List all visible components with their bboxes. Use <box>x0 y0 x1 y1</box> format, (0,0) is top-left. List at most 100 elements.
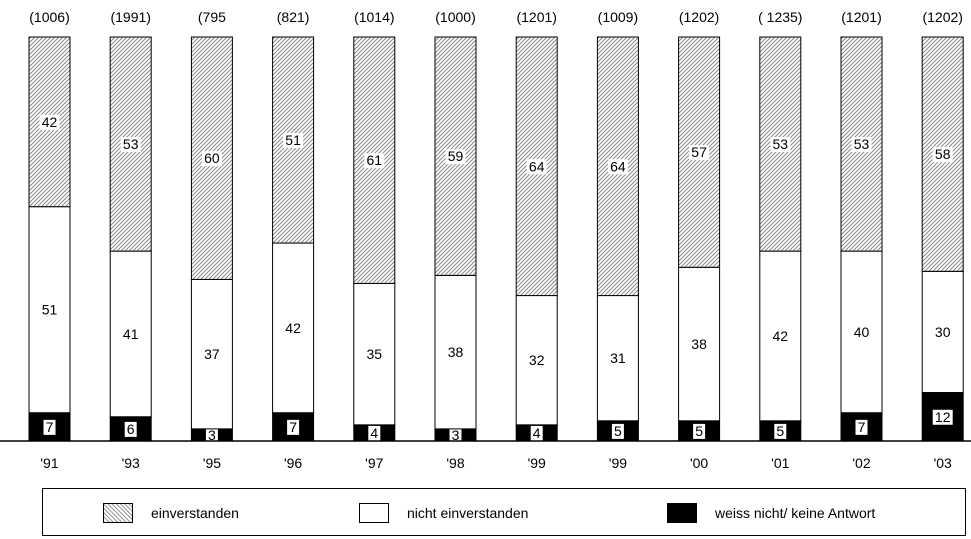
data-label: 4 <box>370 425 378 441</box>
data-label: 6 <box>127 421 135 437</box>
data-label-background <box>364 153 385 169</box>
data-label-background <box>932 409 953 425</box>
x-tick-label: '95 <box>203 455 221 471</box>
bar-segment-nicht-einverstanden <box>353 282 396 426</box>
x-tick-label: '02 <box>852 455 870 471</box>
sample-size-label: (1006) <box>29 9 69 25</box>
sample-size-label: (1202) <box>679 9 719 25</box>
legend-label: weiss nicht/ keine Antwort <box>715 505 876 521</box>
sample-size-label: (1201) <box>841 9 881 25</box>
bar-segment-einverstanden <box>678 36 721 268</box>
bar-segment-nicht-einverstanden <box>272 242 315 414</box>
data-label: 53 <box>773 136 789 152</box>
data-label: 61 <box>367 152 383 168</box>
hatched-swatch-icon <box>103 503 133 523</box>
data-label-background <box>43 419 56 435</box>
sample-size-label: ( 1235) <box>758 9 802 25</box>
bar-segment-nicht-einverstanden <box>596 295 639 422</box>
data-label: 58 <box>935 146 951 162</box>
data-label: 42 <box>285 320 301 336</box>
data-label-background <box>851 137 872 153</box>
data-label-background <box>124 421 137 437</box>
legend-label: nicht einverstanden <box>407 505 529 521</box>
x-tick-label: '01 <box>771 455 789 471</box>
x-tick-label: '99 <box>609 455 627 471</box>
data-label-background <box>449 427 462 443</box>
x-tick-label: '00 <box>690 455 708 471</box>
data-label: 64 <box>529 158 545 174</box>
bar-segment-nicht-einverstanden <box>759 250 802 422</box>
data-label: 51 <box>285 132 301 148</box>
sample-size-label: (1201) <box>516 9 556 25</box>
data-label: 3 <box>452 427 460 443</box>
data-label: 40 <box>854 324 870 340</box>
data-label-background <box>201 151 222 167</box>
data-label: 12 <box>935 409 951 425</box>
data-label-background <box>611 423 624 439</box>
legend-item-weiss-nicht: weiss nicht/ keine Antwort <box>667 503 875 523</box>
sample-size-label: (1991) <box>110 9 150 25</box>
data-label-background <box>445 149 466 165</box>
sample-size-label: (1000) <box>435 9 475 25</box>
data-label-background <box>607 159 628 175</box>
x-tick-label: '99 <box>528 455 546 471</box>
data-label-background <box>283 133 304 149</box>
bar-segment-einverstanden <box>921 36 964 272</box>
data-label-background <box>530 425 543 441</box>
data-label: 60 <box>204 150 220 166</box>
x-tick-label: '98 <box>446 455 464 471</box>
data-label: 53 <box>123 136 139 152</box>
data-label: 42 <box>773 328 789 344</box>
legend-item-nicht-einverstanden: nicht einverstanden <box>359 503 528 523</box>
black-swatch-icon <box>667 503 697 523</box>
data-label-background <box>689 145 710 161</box>
data-label: 53 <box>854 136 870 152</box>
data-label: 59 <box>448 148 464 164</box>
bar-segment-nicht-einverstanden <box>921 270 964 394</box>
data-label: 38 <box>691 336 707 352</box>
data-label: 3 <box>208 427 216 443</box>
data-label: 5 <box>776 423 784 439</box>
data-label: 30 <box>935 324 951 340</box>
x-tick-label: '91 <box>40 455 58 471</box>
bar-segment-nicht-einverstanden <box>28 206 71 414</box>
data-label-background <box>855 419 868 435</box>
sample-size-label: (821) <box>277 9 310 25</box>
legend-item-einverstanden: einverstanden <box>103 503 239 523</box>
legend: einverstanden nicht einverstanden weiss … <box>42 488 966 536</box>
legend-label: einverstanden <box>151 505 239 521</box>
data-label: 42 <box>42 114 58 130</box>
data-label: 7 <box>46 419 54 435</box>
bar-segment-nicht-einverstanden <box>190 278 233 430</box>
data-label-background <box>526 159 547 175</box>
sample-size-label: (1014) <box>354 9 394 25</box>
data-label: 5 <box>695 423 703 439</box>
data-label: 7 <box>289 419 297 435</box>
sample-size-label: (1009) <box>598 9 638 25</box>
bar-segment-nicht-einverstanden <box>678 266 721 422</box>
data-label: 32 <box>529 352 545 368</box>
data-label-background <box>932 147 953 163</box>
data-label: 7 <box>858 419 866 435</box>
data-label: 5 <box>614 423 622 439</box>
data-label: 37 <box>204 346 220 362</box>
x-tick-label: '03 <box>934 455 952 471</box>
sample-size-label: (1202) <box>922 9 962 25</box>
data-label-background <box>770 137 791 153</box>
data-label: 35 <box>367 346 383 362</box>
data-label-background <box>205 427 218 443</box>
white-swatch-icon <box>359 503 389 523</box>
x-tick-label: '93 <box>122 455 140 471</box>
bar-segment-nicht-einverstanden <box>434 274 477 430</box>
x-tick-label: '97 <box>365 455 383 471</box>
data-label: 38 <box>448 344 464 360</box>
x-tick-label: '96 <box>284 455 302 471</box>
data-label: 64 <box>610 158 626 174</box>
data-label: 51 <box>42 302 58 318</box>
data-label-background <box>368 425 381 441</box>
data-label: 4 <box>533 425 541 441</box>
data-label-background <box>287 419 300 435</box>
data-label-background <box>774 423 787 439</box>
sample-size-label: (795 <box>198 9 226 25</box>
